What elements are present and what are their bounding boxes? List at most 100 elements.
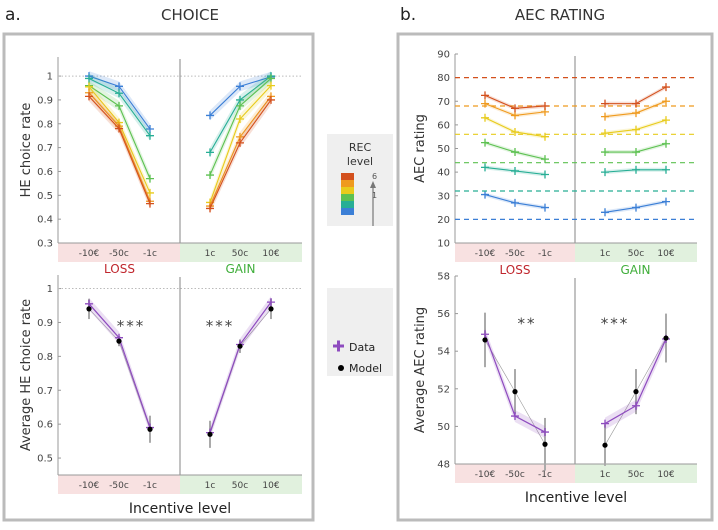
legend-data-box xyxy=(327,288,393,376)
level-6-point xyxy=(601,99,609,108)
y-tick-label: 0.5 xyxy=(37,191,53,202)
chart-choice_by_level: 0.3 0.4 0.5 0.6 0.7 0.8 0.9 1 -10€ -50c -1c 1c 50c 10… xyxy=(19,57,302,262)
model-point xyxy=(86,306,92,312)
x-tick-label: 50c xyxy=(232,481,248,491)
y-tick-label: 50 xyxy=(437,144,450,155)
y-tick-label: 60 xyxy=(437,120,450,131)
significance-stars: ** xyxy=(518,315,537,333)
x-tick-label: 1c xyxy=(600,249,611,259)
loss-strip xyxy=(58,475,180,494)
gain-strip xyxy=(575,243,697,262)
level-1-point xyxy=(115,82,123,91)
gain-strip xyxy=(180,243,302,262)
level-6-error-band xyxy=(485,93,545,111)
y-tick-label: 70 xyxy=(437,97,450,108)
panel-b-title: AEC RATING xyxy=(515,6,605,24)
colorbar-level-1 xyxy=(341,208,354,215)
y-tick-label: 10 xyxy=(437,239,450,250)
x-axis-label: Incentive level xyxy=(525,490,627,506)
significance-stars: *** xyxy=(601,315,630,333)
x-tick-label: -50c xyxy=(505,249,525,259)
significance-stars: *** xyxy=(117,317,146,335)
legend-data-label: Data xyxy=(349,341,375,354)
y-tick-label: 1 xyxy=(47,284,53,295)
level-1-point xyxy=(206,111,214,120)
level-1-point xyxy=(481,190,489,199)
legend-data-plus-icon xyxy=(333,340,344,352)
y-tick-label: 0.5 xyxy=(37,454,53,465)
level-6-point xyxy=(481,91,489,100)
level-5-point xyxy=(511,111,519,120)
level-2-point xyxy=(541,170,549,179)
chart-aec_average: 48 50 52 54 56 58 -10€ -50c -1c 1c 50c 10€ Average A… xyxy=(413,263,697,506)
level-3-error-band xyxy=(605,141,666,155)
chart-choice_average: 0.5 0.6 0.7 0.8 0.9 1 -10€ -50c -1c 1c 50c 10€ Avera… xyxy=(19,262,302,517)
y-tick-label: 48 xyxy=(437,460,450,471)
level-2-point xyxy=(115,89,123,98)
x-tick-label: -1c xyxy=(538,249,552,259)
x-tick-label: 10€ xyxy=(657,249,674,259)
model-point xyxy=(116,338,122,344)
data-point xyxy=(632,401,640,410)
level-1-point xyxy=(601,208,609,217)
model-point xyxy=(512,389,518,395)
y-tick-label: 0.6 xyxy=(37,167,53,178)
level-1-point xyxy=(511,198,519,207)
x-tick-label: -50c xyxy=(109,249,129,259)
y-tick-label: 0.3 xyxy=(37,239,53,250)
model-point xyxy=(482,337,488,343)
group-label-gain: GAIN xyxy=(620,263,650,277)
level-3-point xyxy=(541,155,549,164)
y-tick-label: 0.7 xyxy=(37,386,53,397)
y-axis-label: AEC rating xyxy=(413,114,428,183)
y-tick-label: 52 xyxy=(437,384,450,395)
y-tick-label: 1 xyxy=(47,72,53,83)
level-6-point xyxy=(206,204,214,213)
model-point xyxy=(147,426,153,432)
legend-model-dot-icon xyxy=(338,365,344,371)
y-tick-label: 50 xyxy=(437,422,450,433)
level-2-point xyxy=(662,165,670,174)
colorbar-level-5 xyxy=(341,180,354,187)
panel-a-title: CHOICE xyxy=(161,6,219,24)
level-5-error-band xyxy=(605,99,666,119)
colorbar-level-6 xyxy=(341,173,354,180)
y-axis-label: Average HE choice rate xyxy=(19,299,34,451)
legend-rec-box xyxy=(327,134,393,226)
legend-colorbar xyxy=(341,173,354,215)
data-point xyxy=(511,412,519,421)
level-6-point xyxy=(541,101,549,110)
level-3-point xyxy=(662,139,670,148)
y-tick-label: 0.9 xyxy=(37,318,53,329)
model-point xyxy=(542,441,548,447)
y-axis-label: Average AEC rating xyxy=(413,307,428,433)
arrow-up-head-icon xyxy=(370,181,376,188)
level-2-point xyxy=(632,165,640,174)
y-tick-label: 80 xyxy=(437,73,450,84)
y-tick-label: 20 xyxy=(437,215,450,226)
model-point xyxy=(663,335,669,341)
y-tick-label: 0.8 xyxy=(37,119,53,130)
legend: REC level 6 1 Data Model xyxy=(327,134,393,376)
level-3-point xyxy=(206,171,214,180)
colorbar-level-4 xyxy=(341,187,354,194)
level-2-point xyxy=(85,74,93,83)
x-tick-label: -10€ xyxy=(475,249,496,259)
panel-a-letter: a. xyxy=(5,5,21,25)
gain-strip xyxy=(575,464,697,483)
level-1-point xyxy=(662,197,670,206)
level-1-error-band xyxy=(210,71,271,121)
panel-b-letter: b. xyxy=(400,5,416,25)
x-tick-label: -50c xyxy=(109,481,129,491)
x-tick-label: 50c xyxy=(232,249,248,259)
y-tick-label: 54 xyxy=(437,347,450,358)
level-2-point xyxy=(206,148,214,157)
level-3-point xyxy=(115,101,123,110)
y-tick-label: 0.6 xyxy=(37,420,53,431)
legend-min-label: 1 xyxy=(372,191,377,200)
x-tick-label: 1c xyxy=(205,481,216,491)
gain-strip xyxy=(180,475,302,494)
model-point xyxy=(268,306,274,312)
level-4-point xyxy=(511,127,519,136)
